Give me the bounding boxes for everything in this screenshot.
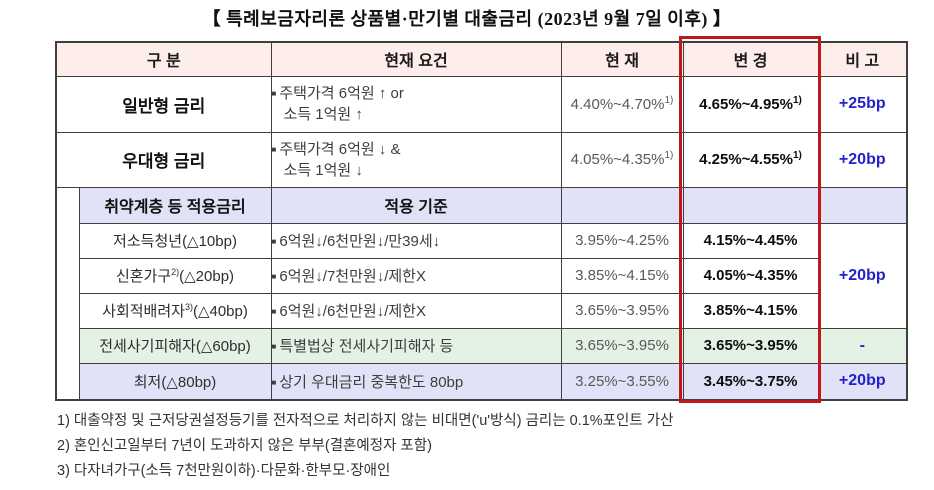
newlyweds-label: 신혼가구2)(△20bp) — [78, 257, 272, 294]
social-consideration-requirement: ■ 6억원↓/6천만원↓/제한X — [270, 292, 562, 329]
social-consideration-label: 사회적배려자3)(△40bp) — [78, 292, 272, 329]
vulnerable-subheader-label: 취약계층 등 적용금리 — [78, 186, 272, 224]
preferential-rate-requirement: ■ 주택가격 6억원 ↓ & 소득 1억원 ↓ — [270, 131, 562, 188]
social-consideration-changed: 3.85%~4.15% — [682, 292, 819, 329]
row-newlyweds: 신혼가구2)(△20bp) ■ 6억원↓/7천만원↓/제한X 3.85%~4.15… — [56, 257, 907, 294]
footnote-2: 2) 혼인신고일부터 7년이 도과하지 않은 부부(결혼예정자 포함) — [57, 438, 432, 454]
general-rate-requirement: ■ 주택가격 6억원 ↑ or 소득 1억원 ↑ — [270, 75, 562, 133]
footnotes: 1) 대출약정 및 근저당권설정등기를 전자적으로 처리하지 않는 비대면('u… — [57, 409, 917, 484]
minimum-rate-note: +20bp — [817, 362, 908, 401]
vulnerable-subheader-note-empty — [817, 186, 908, 224]
jeonse-fraud-current: 3.65%~3.95% — [560, 327, 684, 364]
vulnerable-subheader-current-empty — [560, 186, 684, 224]
header-changed: 변 경 — [682, 41, 819, 77]
square-bullet-icon: ■ — [271, 89, 277, 98]
general-rate-label: 일반형 금리 — [55, 75, 272, 133]
subgroup-merged-note: +20bp — [817, 222, 908, 329]
page-title: 【 특례보금자리론 상품별·만기별 대출금리 (2023년 9월 7일 이후) … — [202, 9, 732, 29]
general-rate-note: +25bp — [817, 75, 908, 133]
row-low-income-youth: 저소득청년(△10bp) ■ 6억원↓/6천만원↓/만39세↓ 3.95%~4.2… — [56, 222, 908, 329]
square-bullet-icon: ■ — [271, 342, 277, 351]
square-bullet-icon: ■ — [271, 272, 277, 281]
vulnerable-subheader-changed-empty — [682, 186, 819, 224]
low-income-youth-changed: 4.15%~4.45% — [682, 222, 819, 259]
header-current: 현 재 — [560, 41, 684, 77]
minimum-rate-changed: 3.45%~3.75% — [682, 362, 819, 401]
minimum-rate-current: 3.25%~3.55% — [560, 362, 684, 401]
square-bullet-icon: ■ — [271, 144, 277, 154]
general-rate-changed: 4.65%~4.95%1) — [682, 75, 819, 133]
row-minimum-rate: 최저(△80bp) ■ 상기 우대금리 중복한도 80bp 3.25%~3.55%… — [56, 362, 908, 401]
square-bullet-icon: ■ — [271, 377, 277, 387]
low-income-youth-current: 3.95%~4.25% — [560, 222, 684, 259]
footnote-1: 1) 대출약정 및 근저당권설정등기를 전자적으로 처리하지 않는 비대면('u… — [57, 413, 674, 429]
jeonse-fraud-note: - — [817, 327, 908, 364]
general-rate-current: 4.40%~4.70%1) — [560, 75, 684, 133]
square-bullet-icon: ■ — [271, 237, 277, 246]
low-income-youth-label: 저소득청년(△10bp) — [78, 222, 272, 259]
left-indent-strip — [55, 186, 80, 401]
vulnerable-subheader-criteria: 적용 기준 — [270, 186, 562, 224]
preferential-rate-changed: 4.25%~4.55%1) — [682, 131, 819, 188]
row-social-consideration: 사회적배려자3)(△40bp) ■ 6억원↓/6천만원↓/제한X 3.65%~3.… — [56, 292, 907, 329]
preferential-rate-current: 4.05%~4.35%1) — [560, 131, 684, 188]
square-bullet-icon: ■ — [271, 307, 277, 316]
social-consideration-current: 3.65%~3.95% — [560, 292, 684, 329]
minimum-rate-requirement: ■ 상기 우대금리 중복한도 80bp — [270, 362, 562, 401]
preferential-rate-label: 우대형 금리 — [55, 131, 272, 188]
jeonse-fraud-changed: 3.65%~3.95% — [682, 327, 819, 364]
jeonse-fraud-requirement: ■ 특별법상 전세사기피해자 등 — [270, 327, 562, 364]
jeonse-fraud-label: 전세사기피해자(△60bp) — [78, 327, 272, 364]
table-header-row: 구 분 현재 요건 현 재 변 경 비 고 — [55, 41, 908, 77]
preferential-rate-note: +20bp — [817, 131, 908, 188]
loan-rate-table: 구 분 현재 요건 현 재 변 경 비 고 일반형 금리 ■ 주택가격 6억원 ↑… — [55, 41, 909, 401]
footnote-3: 3) 다자녀가구(소득 7천만원이하)·다문화·한부모·장애인 — [57, 463, 391, 479]
newlyweds-requirement: ■ 6억원↓/7천만원↓/제한X — [270, 257, 562, 294]
newlyweds-changed: 4.05%~4.35% — [682, 257, 819, 294]
header-category: 구 분 — [55, 41, 272, 77]
row-jeonse-fraud-victim: 전세사기피해자(△60bp) ■ 특별법상 전세사기피해자 등 3.65%~3.9… — [56, 327, 908, 364]
header-note: 비 고 — [817, 41, 908, 77]
row-preferential-rate: 우대형 금리 ■ 주택가격 6억원 ↓ & 소득 1억원 ↓ 4.05%~4.35… — [55, 131, 908, 188]
header-requirement: 현재 요건 — [270, 41, 562, 77]
minimum-rate-label: 최저(△80bp) — [78, 362, 272, 401]
low-income-youth-requirement: ■ 6억원↓/6천만원↓/만39세↓ — [270, 222, 562, 259]
newlyweds-current: 3.85%~4.15% — [560, 257, 684, 294]
row-general-rate: 일반형 금리 ■ 주택가격 6억원 ↑ or 소득 1억원 ↑ 4.40%~4.7… — [55, 75, 908, 133]
row-vulnerable-subheader: 취약계층 등 적용금리 적용 기준 — [55, 186, 908, 401]
